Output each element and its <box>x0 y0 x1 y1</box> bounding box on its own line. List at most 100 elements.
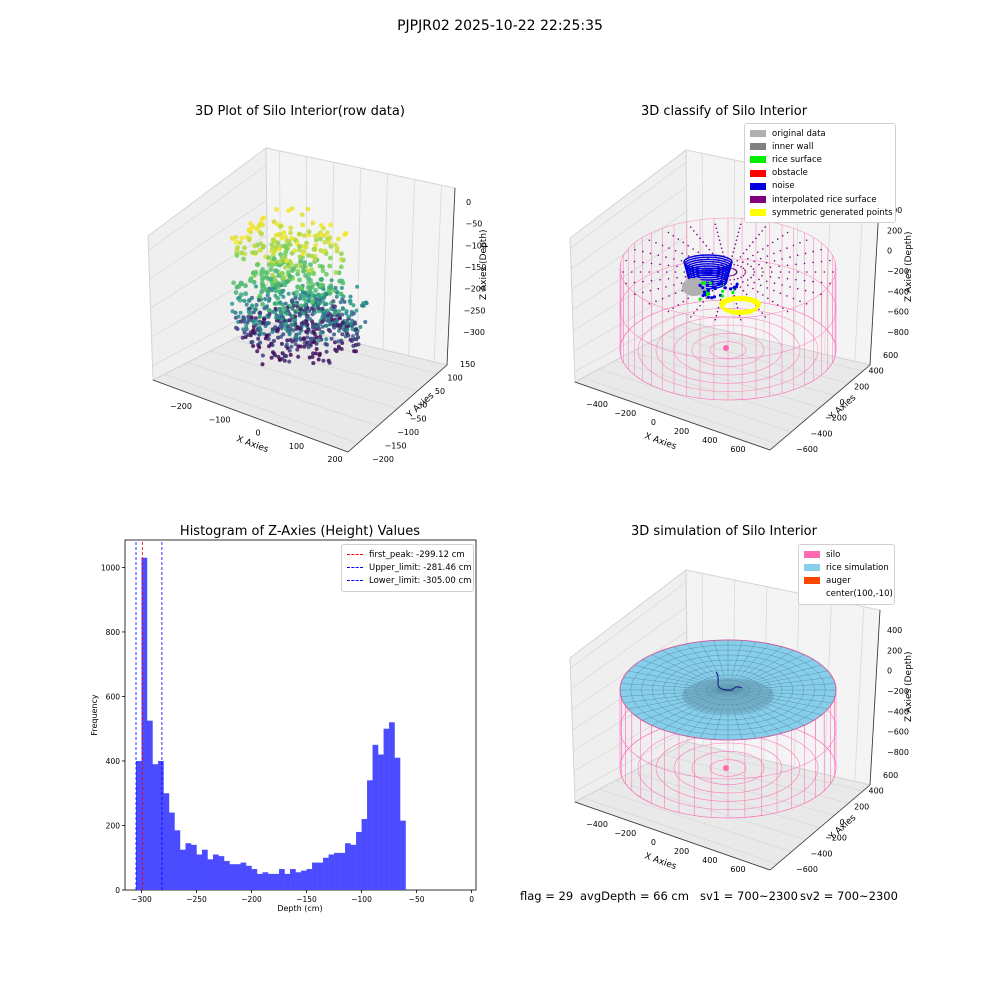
data-point <box>294 289 299 295</box>
classify-z-axis-label: Z Axies (Depth) <box>904 231 914 302</box>
data-point <box>297 231 302 237</box>
classify-legend-entry: noise <box>750 180 890 193</box>
data-point <box>244 324 249 329</box>
interpolated-point <box>693 312 695 314</box>
data-point <box>278 300 283 305</box>
grid-line <box>631 351 821 408</box>
histogram-bar <box>323 857 329 890</box>
data-point <box>247 298 252 303</box>
data-point <box>249 315 254 320</box>
data-point <box>266 321 271 326</box>
histogram-bar <box>218 856 225 890</box>
data-point <box>251 279 257 285</box>
interpolated-point <box>625 259 627 262</box>
grid-line <box>574 309 689 373</box>
data-point <box>267 344 271 349</box>
data-point <box>297 312 302 316</box>
silo-center <box>723 345 729 351</box>
silo-floor-ring <box>691 333 765 367</box>
interpolated-point <box>742 281 744 283</box>
z-tick-label: −200 <box>464 285 486 294</box>
histogram-bar <box>400 820 406 890</box>
data-point <box>309 337 313 342</box>
grid-line <box>572 235 688 311</box>
data-point <box>261 215 267 221</box>
interpolated-point <box>737 277 739 280</box>
rice-mesh-spoke <box>727 689 770 737</box>
data-point <box>310 354 315 359</box>
data-point <box>269 355 274 360</box>
data-point <box>311 361 316 366</box>
interpolated-point <box>799 242 801 244</box>
interpolated-point <box>715 227 718 230</box>
silo-floor-ring <box>691 751 765 785</box>
data-point <box>302 293 307 298</box>
y-tick-label: −200 <box>372 455 394 464</box>
interpolated-point <box>752 268 755 270</box>
data-point <box>252 271 258 277</box>
data-point <box>335 323 340 327</box>
interpolated-point <box>667 231 670 234</box>
y-tick-label: 0 <box>840 398 845 407</box>
histogram-legend-entry: first_peak: -299.12 cm <box>347 548 468 561</box>
rice-mesh-spoke <box>727 683 836 691</box>
z-tick-label: −400 <box>887 287 909 296</box>
data-point <box>265 293 270 298</box>
interpolated-point <box>744 271 747 273</box>
interpolated-point <box>742 274 745 277</box>
interpolated-point <box>803 279 806 282</box>
data-point <box>310 324 315 329</box>
legend-swatch <box>750 130 766 138</box>
data-point <box>324 349 329 354</box>
histogram-bar <box>257 873 263 890</box>
histogram-bar <box>158 760 164 890</box>
grid-line <box>582 797 778 865</box>
interpolated-point <box>687 244 689 247</box>
interpolated-point <box>767 244 769 247</box>
data-point <box>340 320 345 325</box>
histogram-bar <box>345 843 351 890</box>
data-point <box>324 271 329 277</box>
data-point <box>274 207 279 212</box>
panel-title-simulation: 3D simulation of Silo Interior <box>631 524 817 539</box>
data-point <box>354 327 359 332</box>
data-point <box>272 301 277 306</box>
data-point <box>329 278 334 283</box>
raw-z-axis-label: Z Axies (Depth) <box>479 229 489 300</box>
data-point <box>338 300 343 305</box>
data-point <box>312 246 318 252</box>
data-point <box>320 264 325 270</box>
data-point <box>316 292 321 297</box>
data-point <box>261 321 266 326</box>
data-point <box>259 272 264 278</box>
simulation-legend-entry: auger <box>804 574 889 587</box>
data-point <box>279 310 284 315</box>
data-point <box>247 306 252 311</box>
data-point <box>254 262 260 268</box>
classify-legend-entry: obstacle <box>750 167 890 180</box>
y-tick-label: 100 <box>447 374 462 383</box>
interpolated-point <box>682 241 685 244</box>
data-point <box>293 296 298 301</box>
data-point <box>248 226 253 232</box>
rice-mesh-spoke <box>727 689 783 734</box>
interpolated-point <box>758 278 760 281</box>
interpolated-point <box>797 271 799 273</box>
interpolated-point <box>677 238 680 240</box>
histogram-bar <box>262 872 269 890</box>
interpolated-point <box>812 261 814 264</box>
histogram-bar <box>356 831 362 890</box>
z-tick-label: −200 <box>887 687 909 696</box>
grid-line <box>187 362 378 427</box>
interpolated-point <box>633 260 636 263</box>
interpolated-point <box>750 265 752 268</box>
data-point <box>272 249 277 255</box>
interpolated-point <box>781 307 784 310</box>
data-point <box>255 349 260 354</box>
interpolated-point <box>735 239 738 241</box>
legend-swatch <box>347 554 363 556</box>
data-point <box>243 283 248 289</box>
data-point <box>242 330 247 335</box>
data-point <box>264 333 269 338</box>
data-point <box>250 303 255 308</box>
